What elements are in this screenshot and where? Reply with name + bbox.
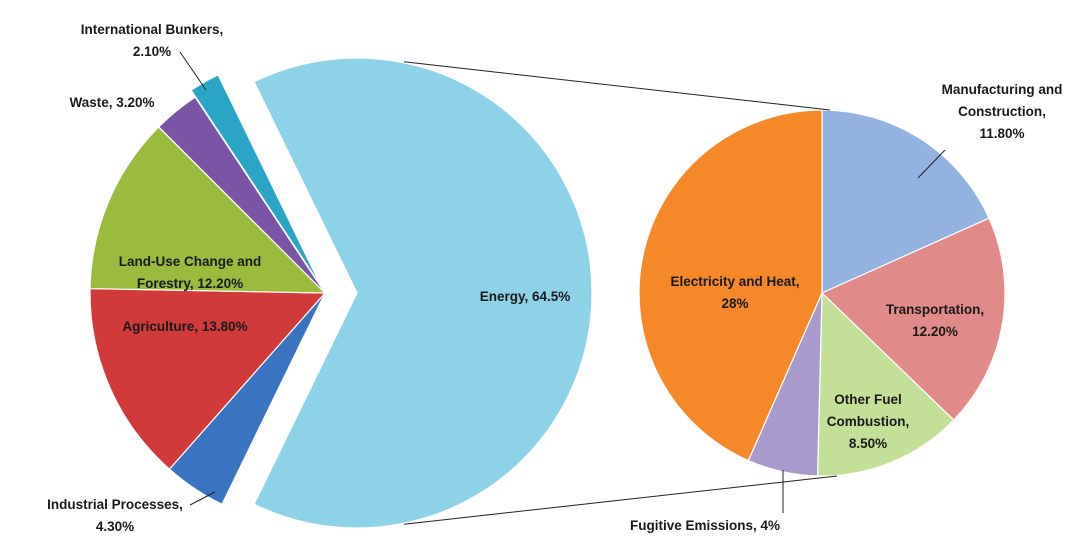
label-line: Agriculture, 13.80% xyxy=(122,319,247,334)
label-line: Other Fuel xyxy=(834,392,902,407)
label-line: Industrial Processes, xyxy=(47,497,183,512)
label-line: 2.10% xyxy=(133,44,171,59)
slice xyxy=(89,287,327,470)
slice xyxy=(89,126,327,294)
label-line: Electricity and Heat, xyxy=(670,274,799,289)
connector-line xyxy=(403,475,838,525)
slice-label: Manufacturing and Construction, 11.80% xyxy=(942,82,1063,141)
slice-label: Energy, 64.5% xyxy=(480,289,571,304)
slice-label: Transportation, 12.20% xyxy=(886,302,984,339)
label-line: 28% xyxy=(721,296,748,311)
leader-line xyxy=(189,491,216,506)
label-line: Energy, 64.5% xyxy=(480,289,571,304)
slice xyxy=(253,57,593,529)
slice-label: Electricity and Heat, 28% xyxy=(670,274,799,311)
slice-label: Agriculture, 13.80% xyxy=(122,319,247,334)
label-line: Fugitive Emissions, 4% xyxy=(630,518,780,533)
slice-label: Other Fuel Combustion, 8.50% xyxy=(827,392,910,451)
connector-line xyxy=(403,61,831,111)
pie xyxy=(638,109,1006,477)
leader-line xyxy=(917,149,946,179)
slice-label: Fugitive Emissions, 4% xyxy=(630,518,780,533)
leader-line xyxy=(179,51,207,91)
label-line: Forestry, 12.20% xyxy=(137,276,243,291)
label-line: Manufacturing and xyxy=(942,82,1063,97)
label-line: Construction, xyxy=(958,104,1046,119)
label-line: Transportation, xyxy=(886,302,984,317)
label-line: 11.80% xyxy=(979,126,1024,141)
label-line: International Bunkers, xyxy=(81,22,224,37)
connector-lines xyxy=(403,61,838,525)
label-line: Combustion, xyxy=(827,414,910,429)
label-line: 12.20% xyxy=(912,324,958,339)
label-line: 8.50% xyxy=(849,436,887,451)
label-line: 4.30% xyxy=(96,519,134,534)
slice-label: Waste, 3.20% xyxy=(69,95,154,110)
slice xyxy=(190,74,322,287)
label-line: Land-Use Change and xyxy=(119,254,262,269)
slice xyxy=(816,291,955,477)
label-line: Waste, 3.20% xyxy=(69,95,154,110)
slice-label: Industrial Processes, 4.30% xyxy=(47,497,183,534)
slice xyxy=(638,109,823,462)
slice-label: International Bunkers, 2.10% xyxy=(81,22,224,59)
slice xyxy=(820,217,1006,421)
slice xyxy=(821,109,990,294)
pie xyxy=(89,57,593,529)
slice-label: Land-Use Change and Forestry, 12.20% xyxy=(119,254,262,291)
